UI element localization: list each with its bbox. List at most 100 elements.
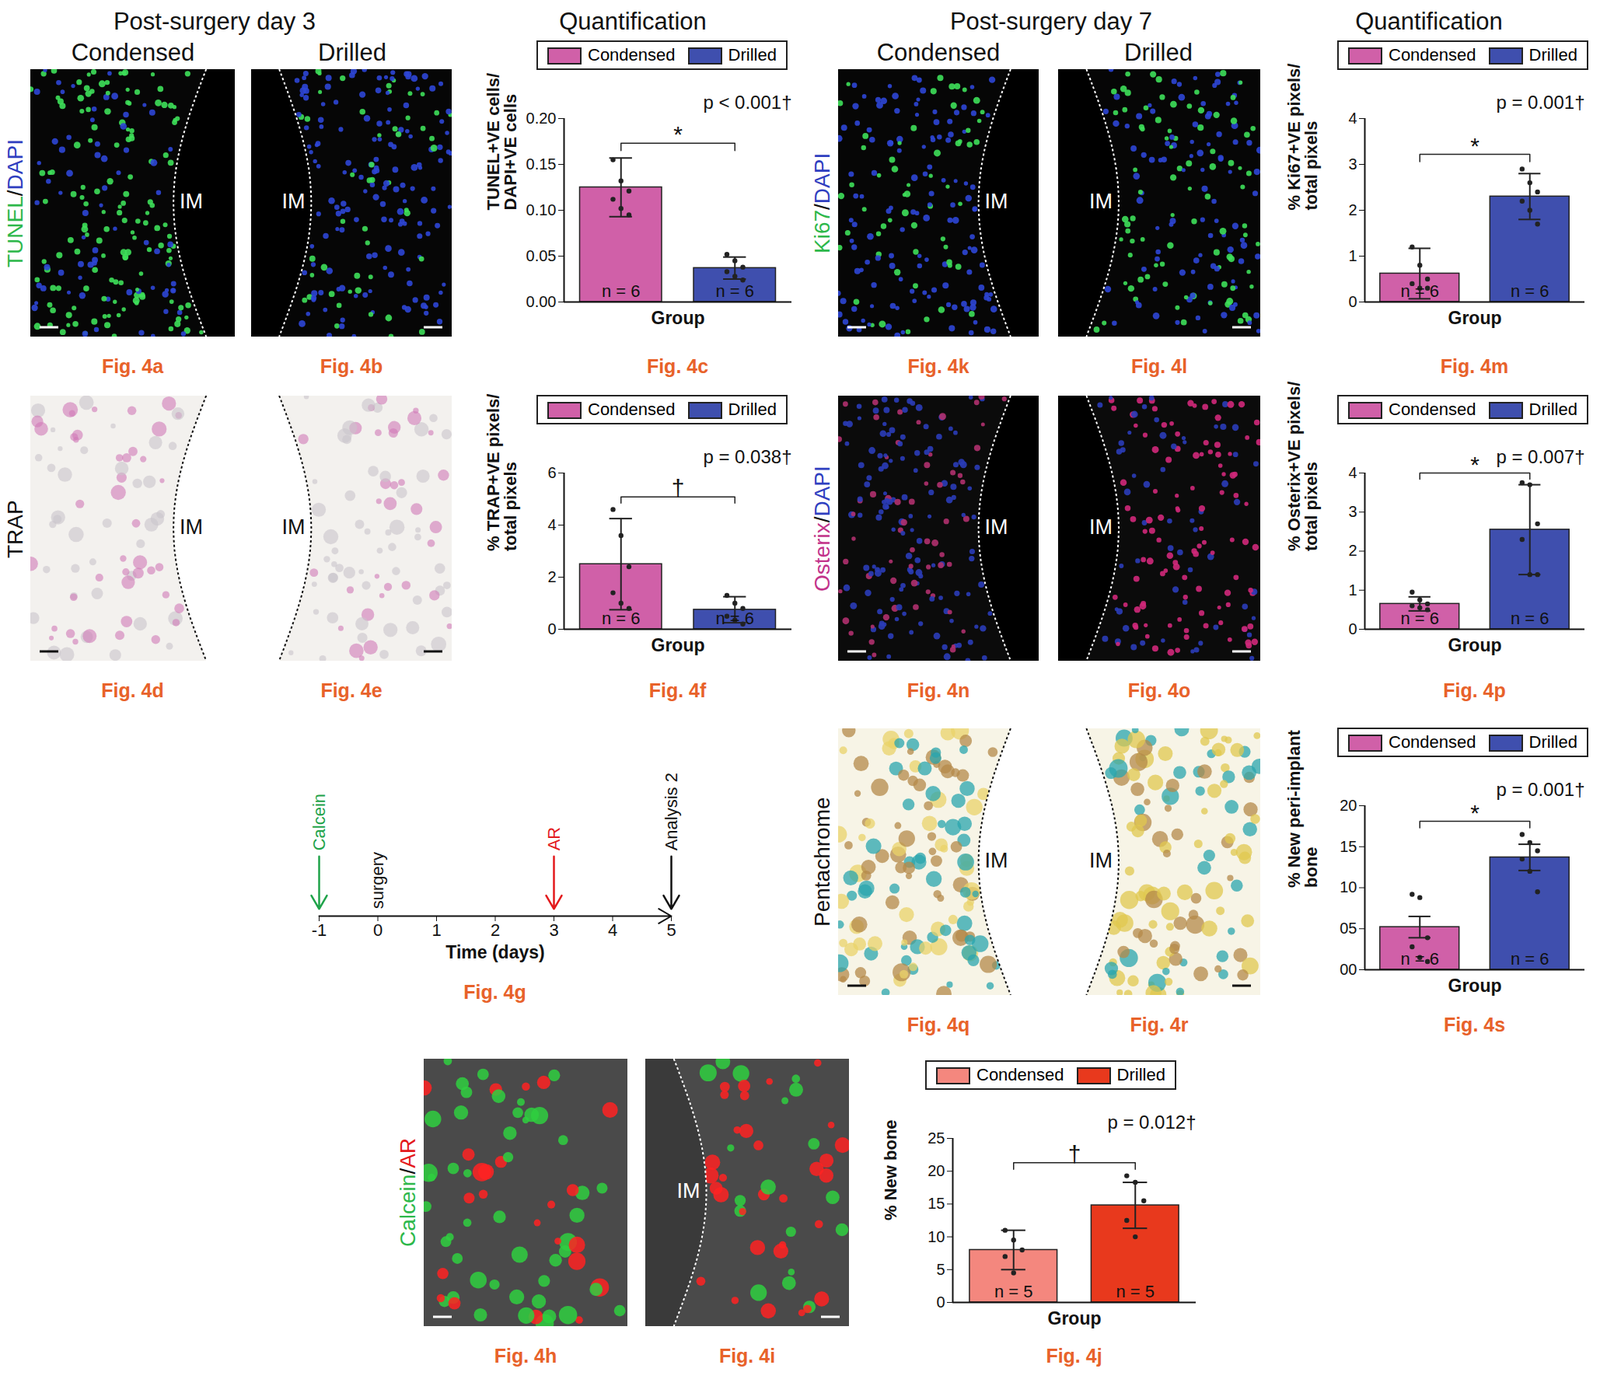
svg-text:p = 0.001†: p = 0.001† [1495, 779, 1585, 800]
svg-text:n = 6: n = 6 [715, 281, 755, 301]
svg-text:4: 4 [547, 516, 556, 534]
svg-text:IM: IM [1089, 848, 1113, 873]
html-text:Quantification: Quantification [559, 7, 707, 35]
svg-text:Calcein: Calcein [309, 793, 329, 851]
svg-text:n = 5: n = 5 [994, 1282, 1034, 1302]
svg-text:2: 2 [1348, 201, 1357, 219]
svg-text:25: 25 [927, 1129, 945, 1147]
svg-text:3: 3 [1348, 155, 1357, 173]
html-text:Post-surgery day 3: Post-surgery day 3 [113, 7, 316, 35]
svg-text:0.20: 0.20 [526, 109, 557, 127]
svg-text:4: 4 [607, 920, 618, 940]
svg-text:n = 6: n = 6 [1510, 281, 1550, 301]
svg-text:0: 0 [936, 1293, 945, 1311]
svg-text:0: 0 [1348, 620, 1357, 638]
svg-text:n = 6: n = 6 [1400, 949, 1440, 969]
svg-text:Group: Group [1448, 635, 1503, 656]
svg-text:p = 0.038†: p = 0.038† [702, 446, 792, 468]
html-text:DAPI: DAPI [3, 138, 28, 190]
html-text:Quantification: Quantification [1355, 7, 1503, 35]
html-text:Condensed: Condensed [71, 38, 195, 67]
svg-text:% Ki67+VE pixels/total pixels: % Ki67+VE pixels/total pixels [1284, 63, 1321, 211]
html-text:Post-surgery day 7: Post-surgery day 7 [949, 7, 1153, 35]
svg-text:0: 0 [373, 920, 383, 940]
svg-text:IM: IM [985, 189, 1009, 214]
svg-text:0: 0 [1348, 293, 1357, 311]
html-text:Drilled: Drilled [318, 38, 387, 67]
svg-text:IM: IM [1089, 189, 1113, 214]
svg-text:15: 15 [1339, 838, 1357, 856]
svg-text:IM: IM [677, 1179, 701, 1203]
html-text:Drilled: Drilled [1124, 38, 1193, 67]
svg-text:IM: IM [179, 515, 203, 539]
svg-text:05: 05 [1339, 919, 1357, 937]
svg-text:% Osterix+VE pixels/total pixe: % Osterix+VE pixels/total pixels [1284, 381, 1321, 552]
svg-text:% New peri-implantbone: % New peri-implantbone [1284, 729, 1321, 888]
svg-text:n = 6: n = 6 [1400, 608, 1440, 629]
svg-text:IM: IM [179, 189, 203, 214]
svg-text:IM: IM [985, 515, 1009, 539]
svg-text:*: * [1470, 451, 1480, 478]
svg-text:†: † [1068, 1141, 1082, 1167]
svg-text:Time (days): Time (days) [445, 942, 545, 963]
svg-text:†: † [671, 475, 685, 501]
svg-text:0.10: 0.10 [526, 201, 557, 219]
html-text:TRAP: TRAP [3, 499, 28, 558]
svg-text:10: 10 [927, 1228, 945, 1246]
svg-text:00: 00 [1339, 960, 1357, 979]
svg-text:5: 5 [936, 1261, 945, 1279]
svg-text:IM: IM [281, 515, 305, 539]
svg-text:Group: Group [651, 307, 706, 329]
svg-text:4: 4 [1348, 109, 1357, 127]
svg-text:n = 6: n = 6 [601, 608, 641, 629]
svg-text:IM: IM [1089, 515, 1113, 539]
svg-text:AR: AR [544, 827, 564, 852]
svg-text:4: 4 [1348, 464, 1357, 482]
svg-text:p < 0.001†: p < 0.001† [702, 91, 792, 113]
html-text:TUNEL: TUNEL [3, 195, 28, 268]
svg-text:p = 0.007†: p = 0.007† [1495, 446, 1585, 468]
svg-text:1: 1 [1348, 247, 1357, 265]
svg-text:n = 6: n = 6 [1510, 608, 1550, 629]
svg-text:surgery: surgery [367, 852, 388, 909]
svg-text:2: 2 [490, 920, 500, 940]
svg-text:IM: IM [281, 189, 305, 214]
html-text:Condensed: Condensed [876, 38, 1001, 67]
svg-text:p = 0.012†: p = 0.012† [1107, 1111, 1196, 1133]
svg-text:6: 6 [547, 464, 556, 482]
svg-text:n = 6: n = 6 [715, 608, 755, 629]
svg-text:5: 5 [666, 920, 676, 940]
svg-text:3: 3 [1348, 503, 1357, 521]
svg-text:1: 1 [1348, 581, 1357, 599]
svg-text:*: * [673, 121, 683, 147]
svg-text:20: 20 [927, 1162, 945, 1180]
svg-text:-1: -1 [311, 920, 328, 940]
svg-text:10: 10 [1339, 878, 1357, 896]
svg-text:Group: Group [1048, 1308, 1102, 1329]
svg-text:TUNEL+VE cells/DAPI+VE cells: TUNEL+VE cells/DAPI+VE cells [483, 73, 521, 211]
svg-text:20: 20 [1339, 796, 1357, 814]
svg-text:IM: IM [985, 848, 1009, 873]
svg-text:0.15: 0.15 [526, 155, 557, 173]
svg-text:2: 2 [547, 568, 556, 586]
svg-text:0.00: 0.00 [526, 293, 557, 311]
svg-text:% New bone: % New bone [880, 1119, 901, 1221]
svg-text:15: 15 [927, 1194, 945, 1213]
svg-text:p = 0.001†: p = 0.001† [1495, 91, 1585, 113]
svg-text:Analysis 2: Analysis 2 [661, 772, 682, 851]
svg-text:*: * [1470, 800, 1480, 826]
svg-text:Group: Group [1448, 975, 1503, 996]
svg-text:n = 6: n = 6 [601, 281, 641, 301]
svg-text:0.05: 0.05 [526, 247, 557, 265]
svg-text:n = 5: n = 5 [1115, 1282, 1155, 1302]
svg-text:0: 0 [547, 620, 556, 638]
svg-text:1: 1 [431, 920, 441, 940]
svg-text:n = 6: n = 6 [1400, 281, 1440, 301]
svg-text:*: * [1470, 132, 1480, 159]
svg-text:n = 6: n = 6 [1510, 949, 1550, 969]
svg-text:Group: Group [651, 635, 706, 656]
svg-text:Group: Group [1448, 307, 1503, 329]
svg-text:3: 3 [548, 920, 559, 940]
svg-text:% TRAP+VE pixels/total pixels: % TRAP+VE pixels/total pixels [483, 394, 521, 552]
svg-text:2: 2 [1348, 541, 1357, 559]
